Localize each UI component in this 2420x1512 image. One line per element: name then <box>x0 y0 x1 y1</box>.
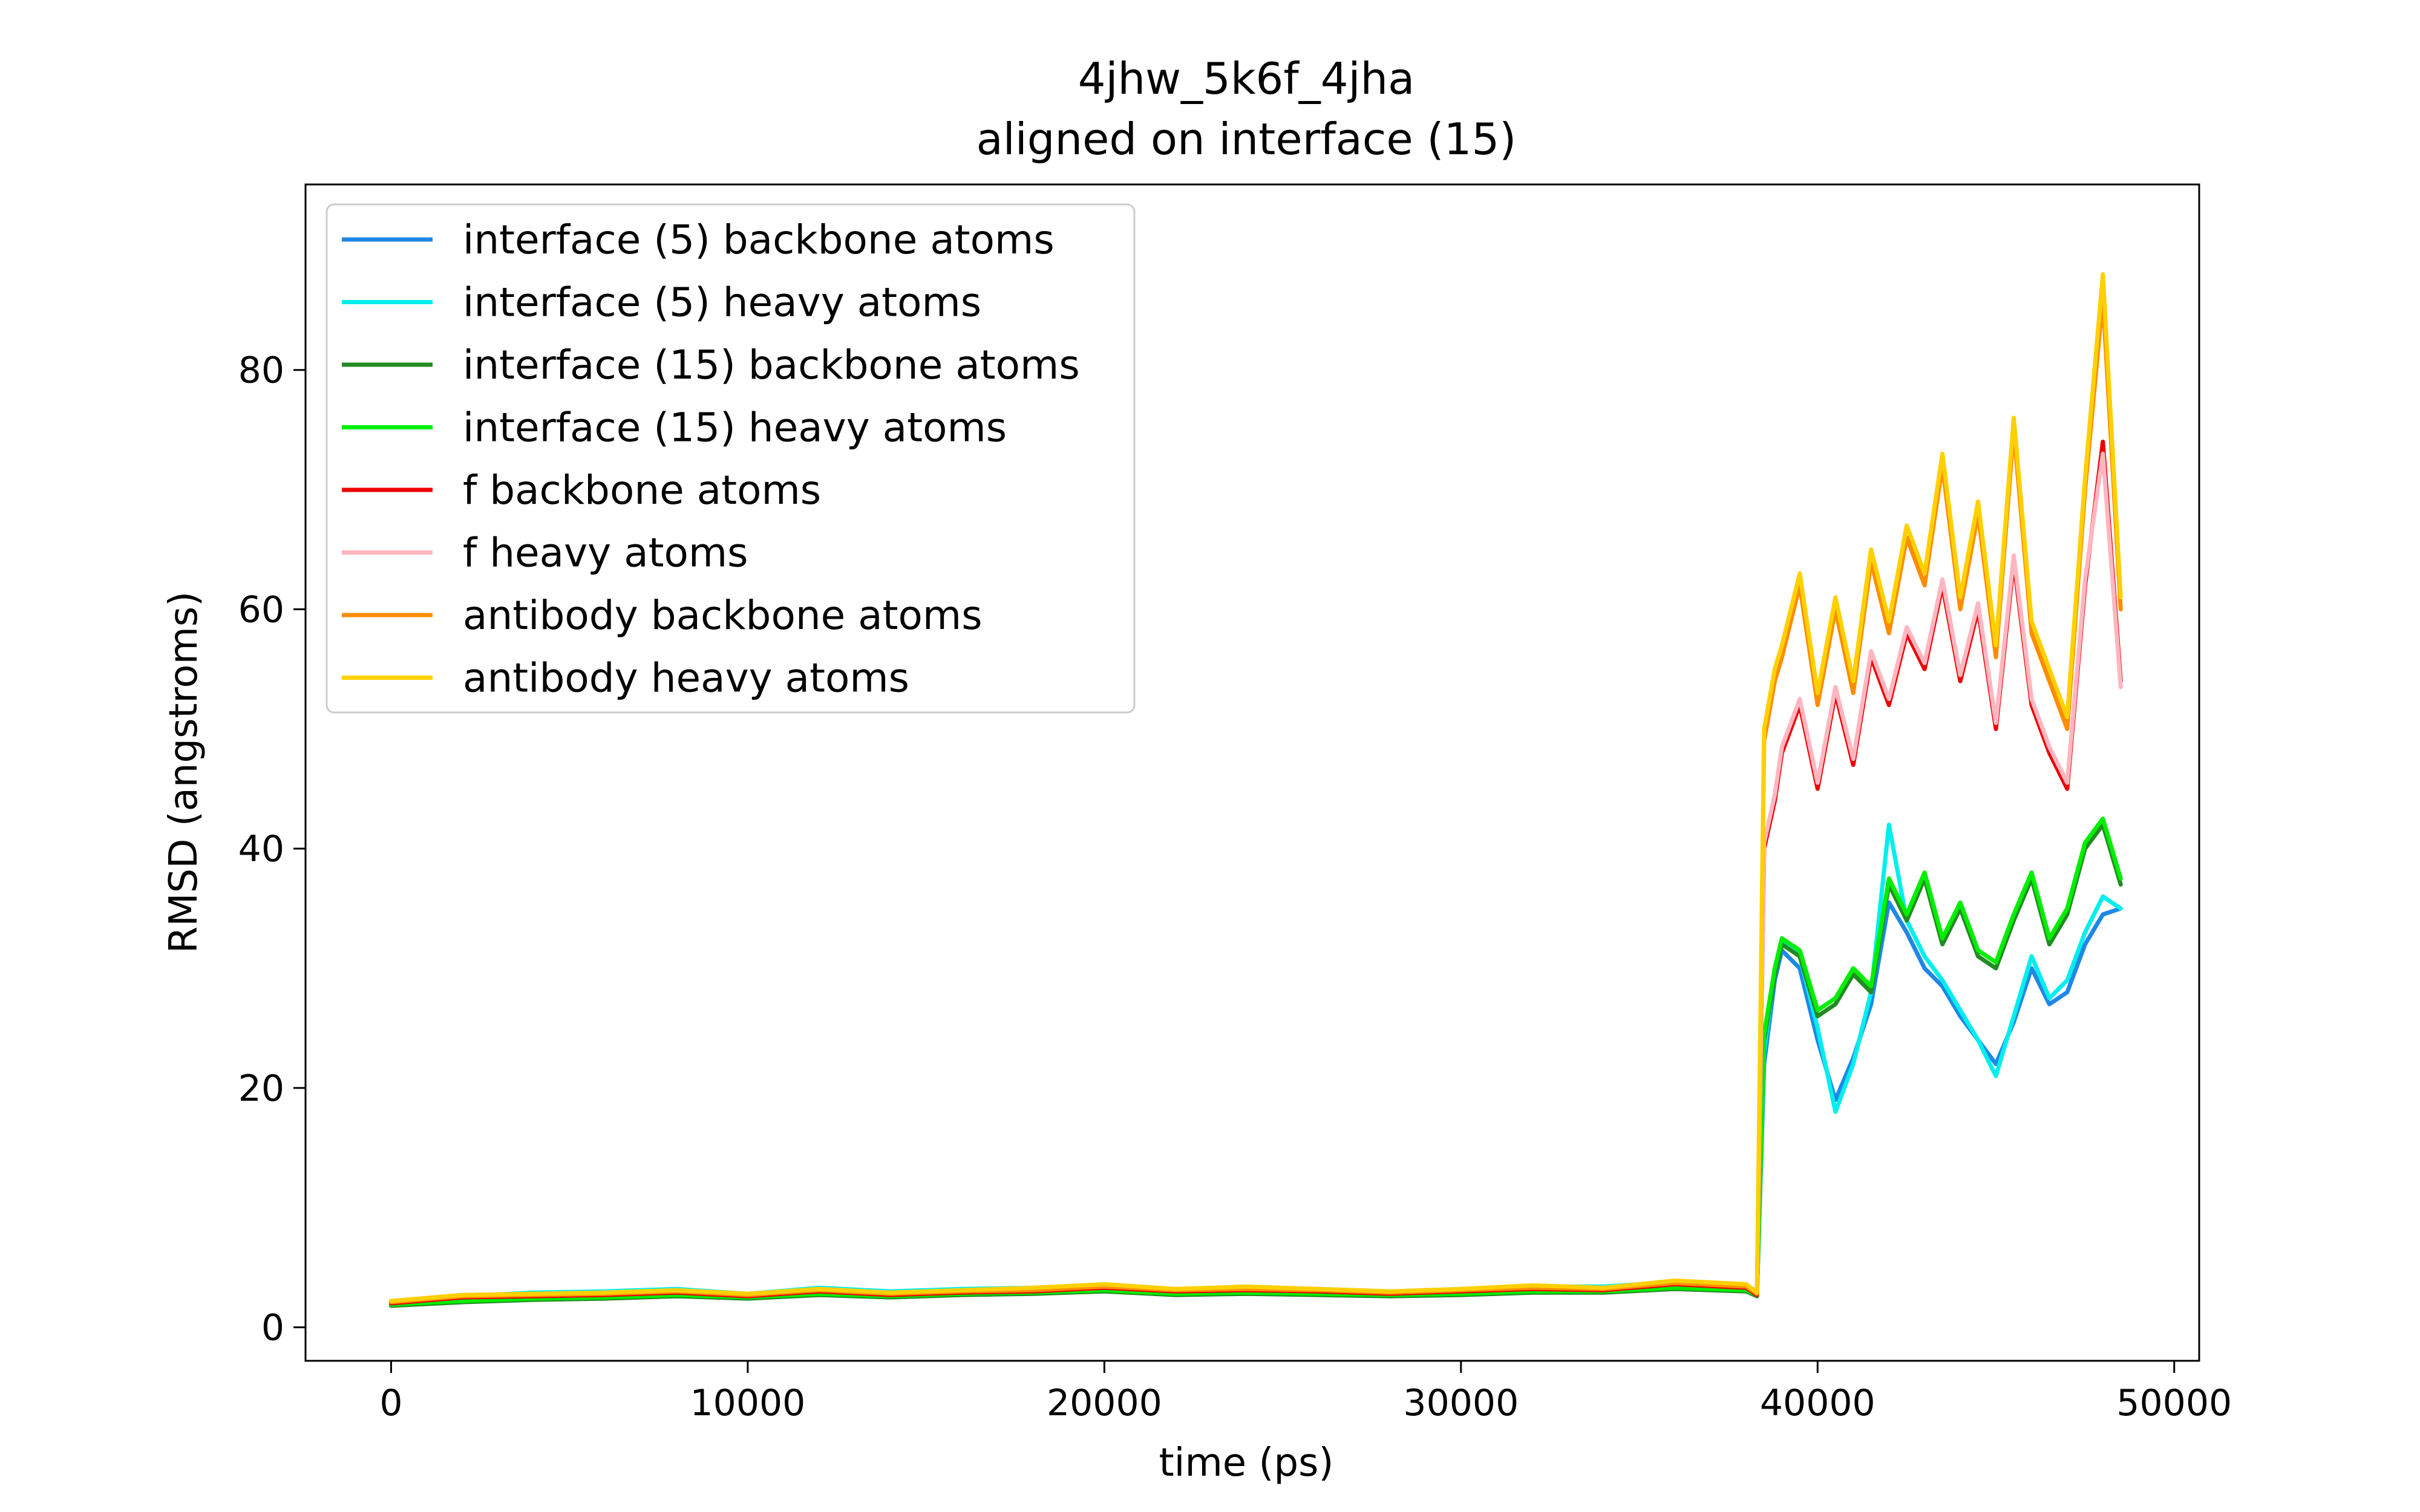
series-layer <box>389 272 2123 1308</box>
legend-label: interface (15) backbone atoms <box>463 342 1080 388</box>
legend-label: f heavy atoms <box>463 530 748 576</box>
x-tick-label: 40000 <box>1760 1382 1876 1424</box>
legend-entry-interface-5-backbone-atoms: interface (5) backbone atoms <box>342 217 1055 263</box>
x-tick-label: 10000 <box>690 1382 805 1424</box>
y-tick-label: 0 <box>261 1307 284 1349</box>
y-tick-label: 20 <box>238 1067 284 1110</box>
y-axis-label: RMSD (angstroms) <box>162 591 206 953</box>
y-tick-label: 60 <box>238 588 284 631</box>
legend-label: interface (15) heavy atoms <box>463 405 1007 451</box>
series-line-antibody-heavy-atoms <box>389 272 2123 1303</box>
legend-entries: interface (5) backbone atoms interface (5… <box>342 217 1080 702</box>
chart-subtitle: aligned on interface (15) <box>976 114 1517 165</box>
y-tick-label: 40 <box>238 828 284 870</box>
legend-label: f backbone atoms <box>463 467 821 513</box>
legend-label: interface (5) heavy atoms <box>463 279 981 326</box>
x-tick-label: 20000 <box>1047 1382 1162 1424</box>
chart-title: 4jhw_5k6f_4jha <box>1078 53 1415 104</box>
x-tick-label: 0 <box>379 1382 402 1424</box>
legend-box <box>325 203 1136 714</box>
legend-entry-interface-15-heavy-atoms: interface (15) heavy atoms <box>342 405 1007 451</box>
plot-frame <box>304 183 2200 1362</box>
legend-entry-f-backbone-atoms: f backbone atoms <box>342 467 821 513</box>
y-axis: 0 20 40 60 80 <box>238 350 306 1349</box>
legend-entry-f-heavy-atoms: f heavy atoms <box>342 530 748 576</box>
x-tick-label: 30000 <box>1403 1382 1519 1424</box>
plot-area <box>304 183 2200 1362</box>
y-tick-label: 80 <box>238 350 284 392</box>
x-axis: 0 10000 20000 30000 40000 50000 <box>379 1361 2232 1424</box>
legend-entry-interface-15-backbone-atoms: interface (15) backbone atoms <box>342 342 1080 388</box>
legend-entry-antibody-heavy-atoms: antibody heavy atoms <box>342 655 909 702</box>
legend-label: antibody backbone atoms <box>463 592 983 639</box>
x-tick-label: 50000 <box>2116 1382 2232 1424</box>
legend: interface (5) backbone atoms interface (5… <box>325 203 1136 714</box>
x-axis-label: time (ps) <box>1159 1441 1334 1485</box>
legend-label: interface (5) backbone atoms <box>463 217 1055 263</box>
legend-label: antibody heavy atoms <box>463 655 909 702</box>
legend-entry-antibody-backbone-atoms: antibody backbone atoms <box>342 592 983 639</box>
legend-entry-interface-5-heavy-atoms: interface (5) heavy atoms <box>342 279 981 326</box>
